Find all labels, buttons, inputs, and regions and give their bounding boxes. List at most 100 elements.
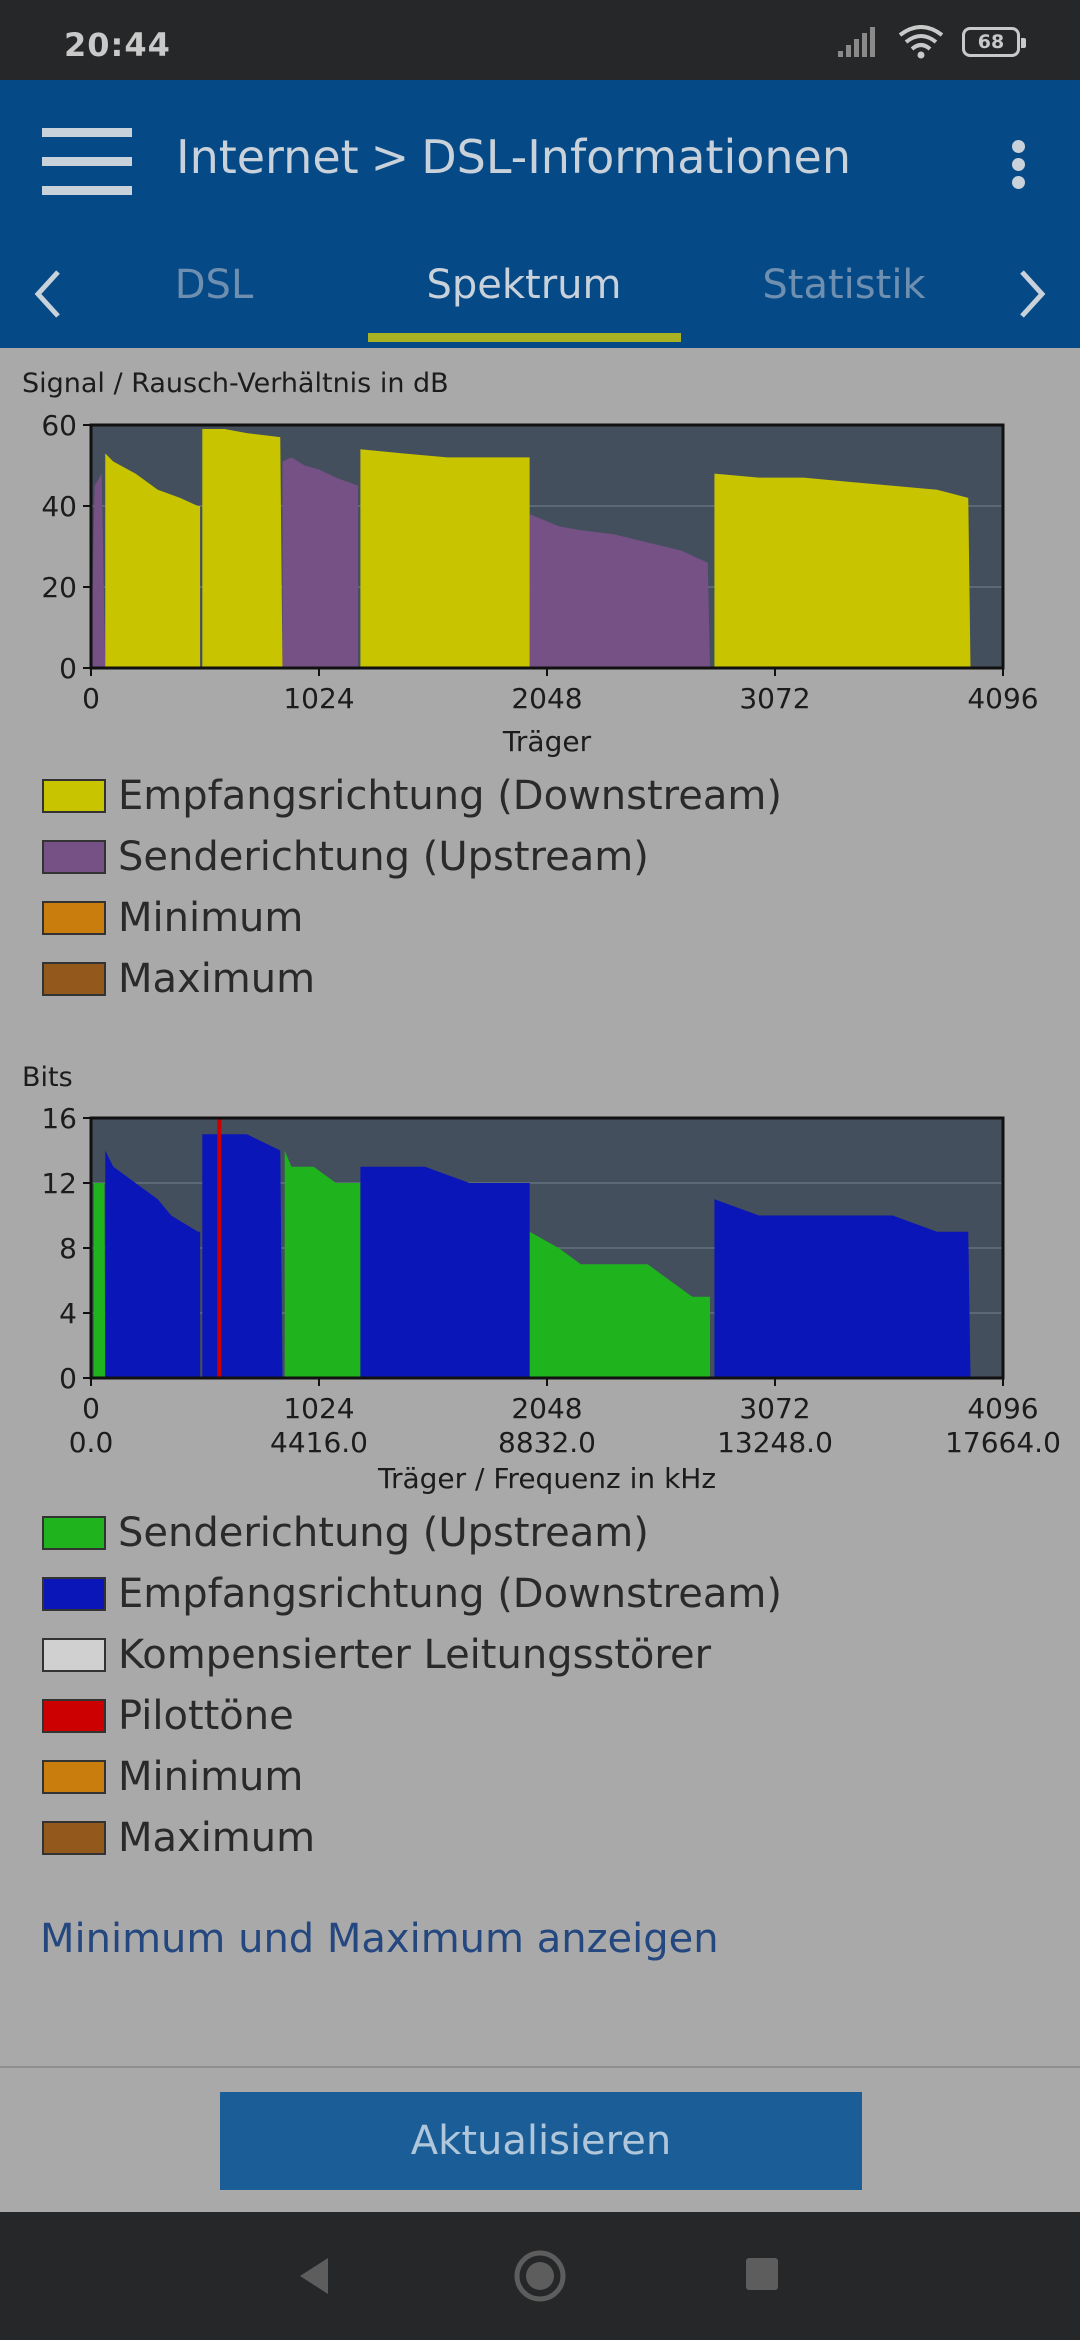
x-tick-label: 2048 (511, 682, 582, 715)
y-tick-label: 0 (59, 652, 77, 685)
x-tick-label: 1024 (283, 1392, 354, 1425)
legend-item: Maximum (42, 1807, 782, 1868)
x-tick-label: 3072 (739, 682, 810, 715)
battery-icon: 68 (962, 27, 1026, 57)
refresh-button[interactable]: Aktualisieren (220, 2092, 862, 2190)
legend-label: Kompensierter Leitungsstörer (118, 1631, 712, 1678)
legend-label: Senderichtung (Upstream) (118, 833, 649, 880)
legend-label: Empfangsrichtung (Downstream) (118, 772, 782, 819)
bits-chart: 048121600.010244416.020488832.0307213248… (41, 1102, 1061, 1495)
y-tick-label: 12 (41, 1167, 77, 1200)
status-icons: 68 (836, 24, 1026, 60)
breadcrumb-root[interactable]: Internet (176, 130, 359, 184)
series-area (91, 473, 106, 668)
series-area (360, 1166, 530, 1378)
x-tick-label: 2048 (511, 1392, 582, 1425)
x-tick-label: 0 (82, 682, 100, 715)
back-icon[interactable] (296, 2256, 332, 2296)
x-axis-label: Träger (502, 725, 592, 758)
legend-label: Pilottöne (118, 1692, 294, 1739)
home-icon[interactable] (512, 2248, 568, 2304)
legend-label: Maximum (118, 1814, 316, 1861)
legend-item: Empfangsrichtung (Downstream) (42, 1563, 782, 1624)
bits-chart-heading: Bits (22, 1062, 73, 1093)
series-area (529, 1231, 710, 1378)
x-tick-label: 4096 (967, 682, 1038, 715)
y-tick-label: 16 (41, 1102, 77, 1135)
y-tick-label: 20 (41, 571, 77, 604)
app-bar (0, 80, 1080, 348)
legend-item: Pilottöne (42, 1685, 782, 1746)
series-area (202, 429, 283, 668)
breadcrumb-separator: > (370, 130, 410, 184)
tab-prev-chevron-icon[interactable] (28, 264, 68, 324)
y-tick-label: 60 (41, 409, 77, 442)
x-tick-label: 3072 (739, 1392, 810, 1425)
snr-legend: Empfangsrichtung (Downstream) Sendericht… (42, 765, 782, 1009)
snr-chart: 0 20 40 60 0 1024 2048 3072 4096 Träger (41, 409, 1038, 758)
active-tab-indicator (368, 333, 681, 342)
tab-next-chevron-icon[interactable] (1012, 264, 1052, 324)
y-tick-label: 0 (59, 1362, 77, 1395)
x-tick-label-frequency: 17664.0 (945, 1426, 1061, 1459)
more-options-icon[interactable] (1012, 140, 1028, 190)
y-tick-label: 40 (41, 490, 77, 523)
legend-item: Senderichtung (Upstream) (42, 826, 782, 887)
battery-level: 68 (977, 31, 1005, 53)
legend-label: Minimum (118, 894, 304, 941)
legend-swatch (42, 1759, 106, 1794)
breadcrumb-current: DSL-Informationen (421, 130, 851, 184)
series-area (714, 473, 971, 668)
recents-icon[interactable] (746, 2258, 778, 2290)
x-tick-label: 0 (82, 1392, 100, 1425)
legend-swatch (42, 1698, 106, 1733)
bits-legend: Senderichtung (Upstream) Empfangsrichtun… (42, 1502, 782, 1868)
x-tick-label-frequency: 13248.0 (717, 1426, 833, 1459)
legend-swatch (42, 1576, 106, 1611)
series-area (105, 453, 201, 668)
menu-icon[interactable] (42, 128, 132, 196)
y-tick-label: 4 (59, 1297, 77, 1330)
series-area (93, 1183, 106, 1378)
signal-icon (838, 27, 875, 57)
wifi-icon (898, 25, 944, 59)
legend-item: Minimum (42, 1746, 782, 1807)
legend-item: Senderichtung (Upstream) (42, 1502, 782, 1563)
legend-item: Kompensierter Leitungsstörer (42, 1624, 782, 1685)
legend-swatch (42, 961, 106, 996)
legend-label: Minimum (118, 1753, 304, 1800)
legend-swatch (42, 1820, 106, 1855)
series-area (284, 1150, 361, 1378)
x-axis-label: Träger / Frequenz in kHz (377, 1462, 716, 1495)
legend-swatch (42, 778, 106, 813)
series-area (282, 457, 359, 668)
x-tick-label: 1024 (283, 682, 354, 715)
x-tick-label-frequency: 4416.0 (270, 1426, 368, 1459)
series-area (714, 1199, 971, 1378)
tab-dsl[interactable]: DSL (174, 262, 254, 308)
bottom-action-area (0, 2066, 1080, 2212)
y-tick-label: 8 (59, 1232, 77, 1265)
status-bar: 20:44 68 (0, 0, 1080, 80)
page-title: Internet > DSL-Informationen (176, 130, 851, 184)
x-tick-label-frequency: 0.0 (69, 1426, 114, 1459)
snr-chart-heading: Signal / Rausch-Verhältnis in dB (22, 368, 449, 399)
legend-label: Empfangsrichtung (Downstream) (118, 1570, 782, 1617)
tab-spektrum[interactable]: Spektrum (426, 262, 622, 308)
legend-label: Senderichtung (Upstream) (118, 1509, 649, 1556)
legend-item: Empfangsrichtung (Downstream) (42, 765, 782, 826)
legend-label: Maximum (118, 955, 316, 1002)
series-area (529, 514, 710, 668)
legend-item: Minimum (42, 887, 782, 948)
legend-swatch (42, 1515, 106, 1550)
legend-swatch (42, 1637, 106, 1672)
series-area (360, 449, 530, 668)
series-area (202, 1134, 283, 1378)
show-min-max-link[interactable]: Minimum und Maximum anzeigen (40, 1916, 719, 1962)
legend-swatch (42, 839, 106, 874)
tab-statistik[interactable]: Statistik (762, 262, 926, 308)
x-tick-label-frequency: 8832.0 (498, 1426, 596, 1459)
status-time: 20:44 (64, 26, 171, 64)
legend-swatch (42, 900, 106, 935)
legend-item: Maximum (42, 948, 782, 1009)
